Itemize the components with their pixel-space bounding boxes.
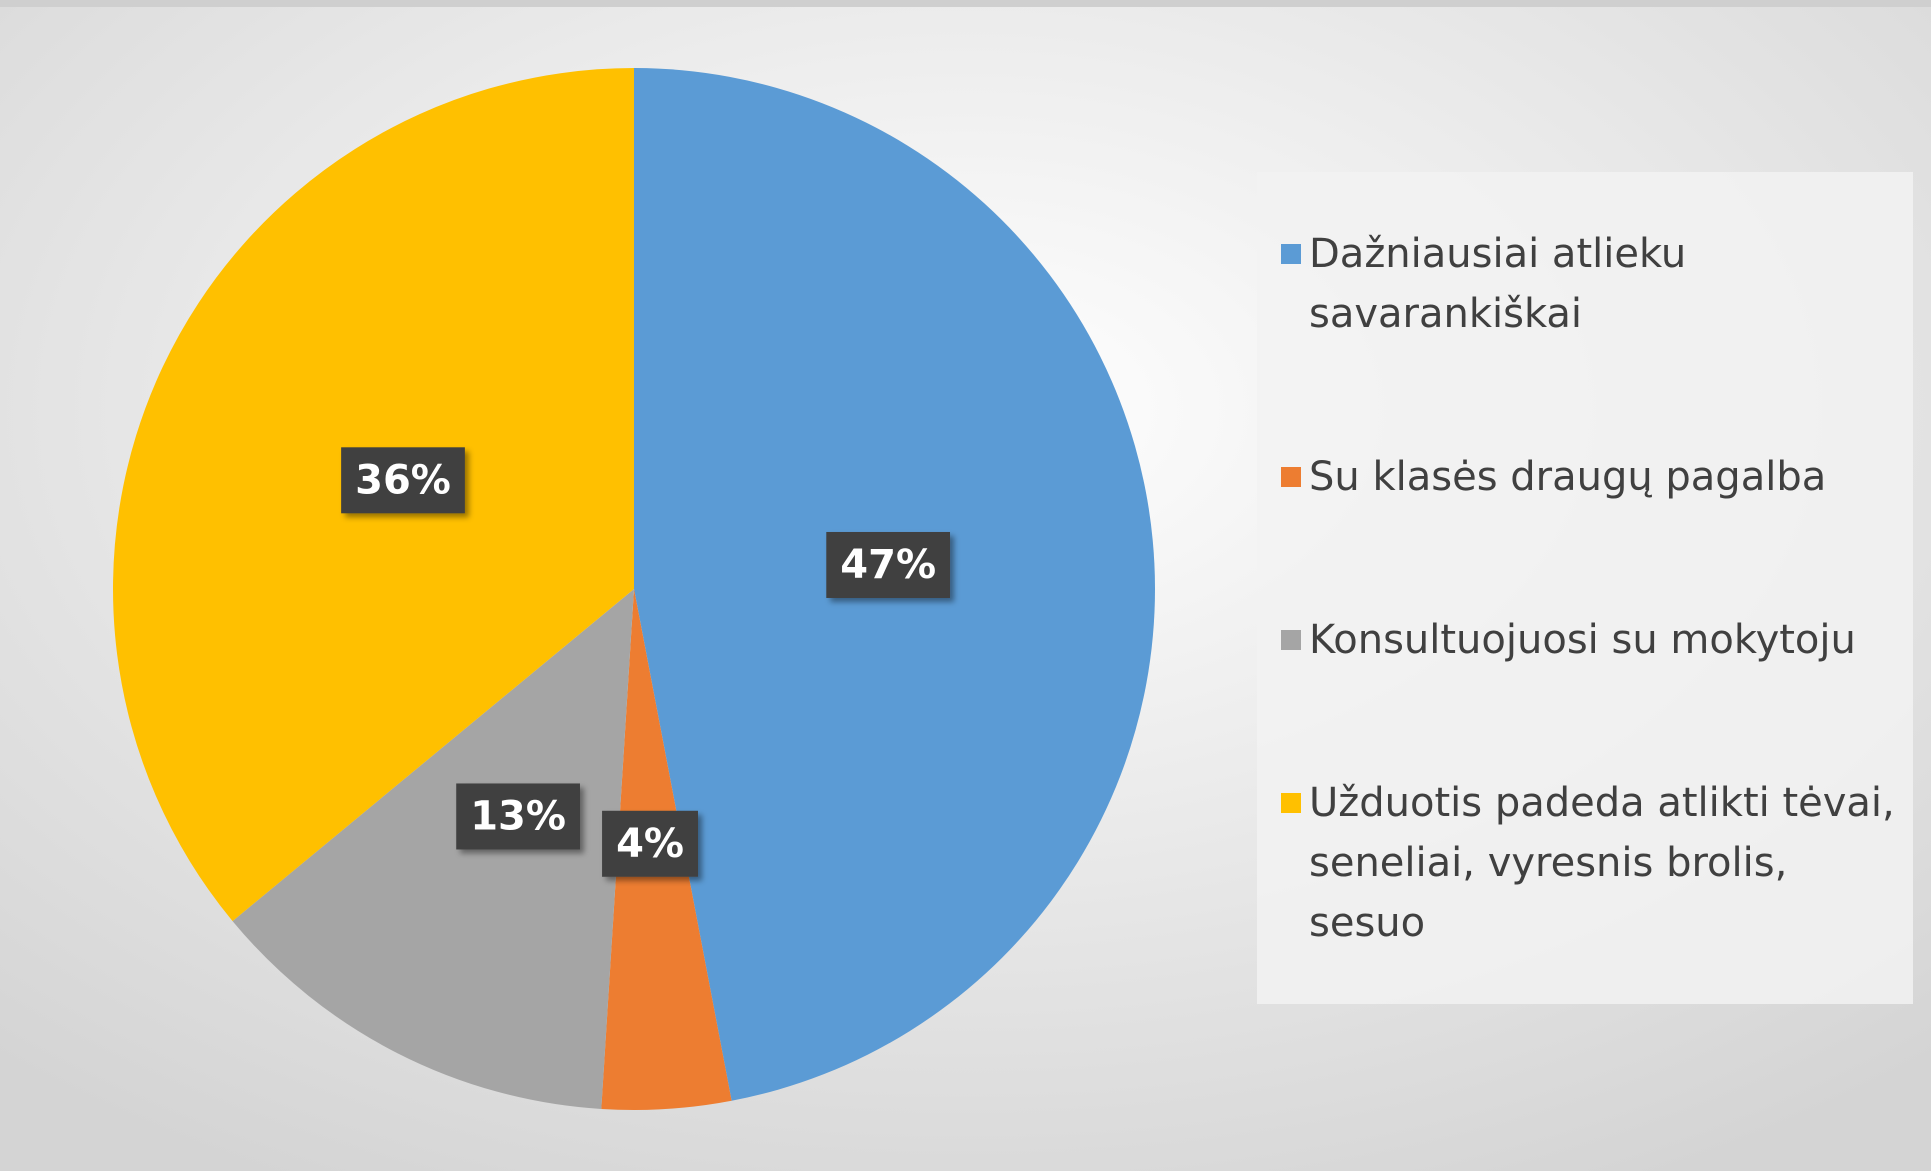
legend: Dažniausiai atlieku savarankiškai Su klas… — [1257, 172, 1913, 1004]
data-label-box — [602, 810, 698, 877]
top-border — [0, 0, 1931, 7]
pie-slice — [232, 589, 634, 1109]
pie — [112, 68, 1155, 1110]
data-labels: 47% 4% 13% 36% — [341, 447, 951, 877]
legend-swatch — [1281, 243, 1301, 264]
data-label-group: 13% — [456, 783, 580, 850]
legend-entry: Dažniausiai atlieku savarankiškai — [1281, 224, 1913, 344]
data-label: 47% — [840, 542, 936, 588]
legend-entry: Užduotis padeda atlikti tėvai, seneliai,… — [1281, 773, 1913, 953]
legend-label: Užduotis padeda atlikti tėvai, seneliai,… — [1309, 779, 1895, 946]
data-label: 36% — [355, 457, 451, 503]
legend-swatch — [1281, 792, 1301, 813]
data-label: 4% — [616, 821, 684, 867]
legend-entry: Su klasės draugų pagalba — [1281, 447, 1913, 507]
data-label-group: 47% — [826, 531, 951, 598]
legend-label: Dažniausiai atlieku savarankiškai — [1309, 230, 1687, 337]
legend-swatch — [1281, 466, 1301, 487]
data-label-group: 36% — [341, 447, 465, 514]
legend-swatch — [1281, 629, 1301, 650]
legend-label: Su klasės draugų pagalba — [1309, 453, 1827, 500]
legend-label: Konsultuojuosi su mokytoju — [1309, 616, 1856, 663]
data-label: 13% — [470, 793, 566, 839]
data-label-box — [826, 531, 951, 598]
data-label-group: 4% — [602, 810, 698, 877]
data-label-box — [456, 783, 580, 850]
data-label-box — [341, 447, 465, 514]
legend-entry: Konsultuojuosi su mokytoju — [1281, 610, 1913, 670]
